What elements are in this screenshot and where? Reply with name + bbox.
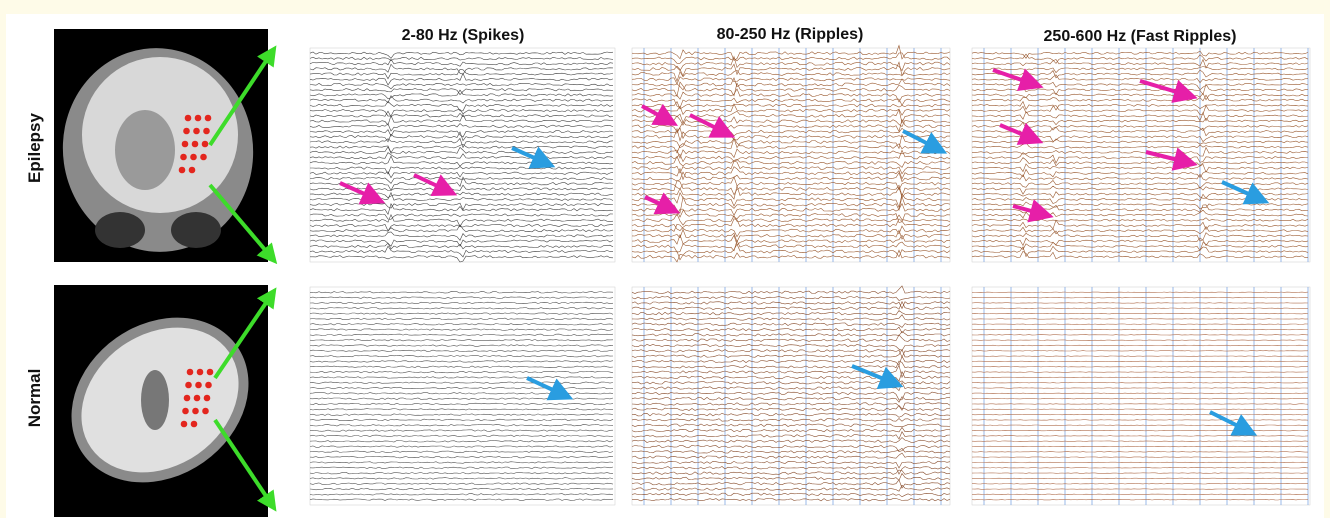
electrode (205, 382, 212, 389)
eeg-panel (948, 48, 1310, 262)
column-title: 2-80 Hz (Spikes) (402, 27, 525, 44)
electrode (195, 115, 202, 122)
eeg-panel (608, 46, 950, 263)
electrode (192, 141, 199, 148)
electrode (202, 408, 209, 415)
electrode (207, 369, 214, 376)
electrode (205, 115, 212, 122)
electrode (181, 421, 188, 428)
eeg-panel (948, 287, 1310, 505)
mri-epilepsy (50, 29, 268, 264)
electrode (190, 154, 197, 161)
eeg-panel (608, 286, 950, 505)
electrode (182, 408, 189, 415)
electrode (202, 141, 209, 148)
eeg-trace (972, 489, 1308, 490)
electrode (194, 395, 201, 402)
electrode (193, 128, 200, 135)
electrode (203, 128, 210, 135)
electrode (204, 395, 211, 402)
electrode (197, 369, 204, 376)
electrode (182, 141, 189, 148)
row-label: Epilepsy (25, 112, 44, 182)
electrode (195, 382, 202, 389)
electrode (200, 154, 207, 161)
electrode (179, 167, 186, 174)
mri-normal (39, 284, 280, 517)
eeg-background (972, 287, 1310, 505)
electrode (180, 154, 187, 161)
electrode (192, 408, 199, 415)
column-title: 80-250 Hz (Ripples) (717, 26, 864, 43)
figure: 2-80 Hz (Spikes) 80-250 Hz (Ripples) 250… (0, 0, 1330, 518)
electrode (183, 128, 190, 135)
electrode (191, 421, 198, 428)
electrode (187, 369, 194, 376)
electrode (189, 167, 196, 174)
eeg-panel (286, 48, 615, 262)
electrode (185, 115, 192, 122)
electrode (184, 395, 191, 402)
electrode (185, 382, 192, 389)
column-title: 250-600 Hz (Fast Ripples) (1044, 28, 1237, 45)
row-label: Normal (25, 369, 44, 428)
